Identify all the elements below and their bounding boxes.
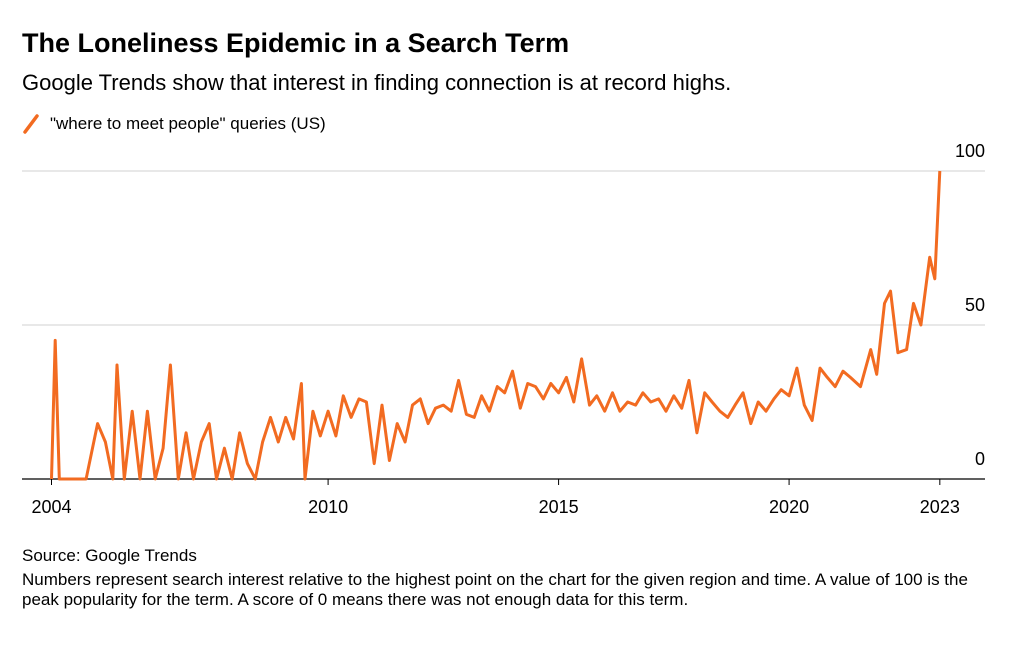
note: Numbers represent search interest relati… [22,570,968,609]
chart-title: The Loneliness Epidemic in a Search Term [22,28,570,58]
chart-subtitle: Google Trends show that interest in find… [22,70,732,95]
legend: "where to meet people" queries (US) [22,114,326,134]
x-tick-label: 2010 [308,497,348,517]
y-tick-label: 0 [975,449,985,469]
data-line [50,170,942,481]
legend-label: "where to meet people" queries (US) [50,114,326,133]
y-tick-label: 50 [965,295,985,315]
x-tick-label: 2020 [769,497,809,517]
x-tick-label: 2023 [920,497,960,517]
x-tick-label: 2004 [31,497,71,517]
y-tick-label: 100 [955,141,985,161]
source: Source: Google Trends [22,546,197,565]
x-tick-label: 2015 [539,497,579,517]
legend-swatch [23,114,39,134]
